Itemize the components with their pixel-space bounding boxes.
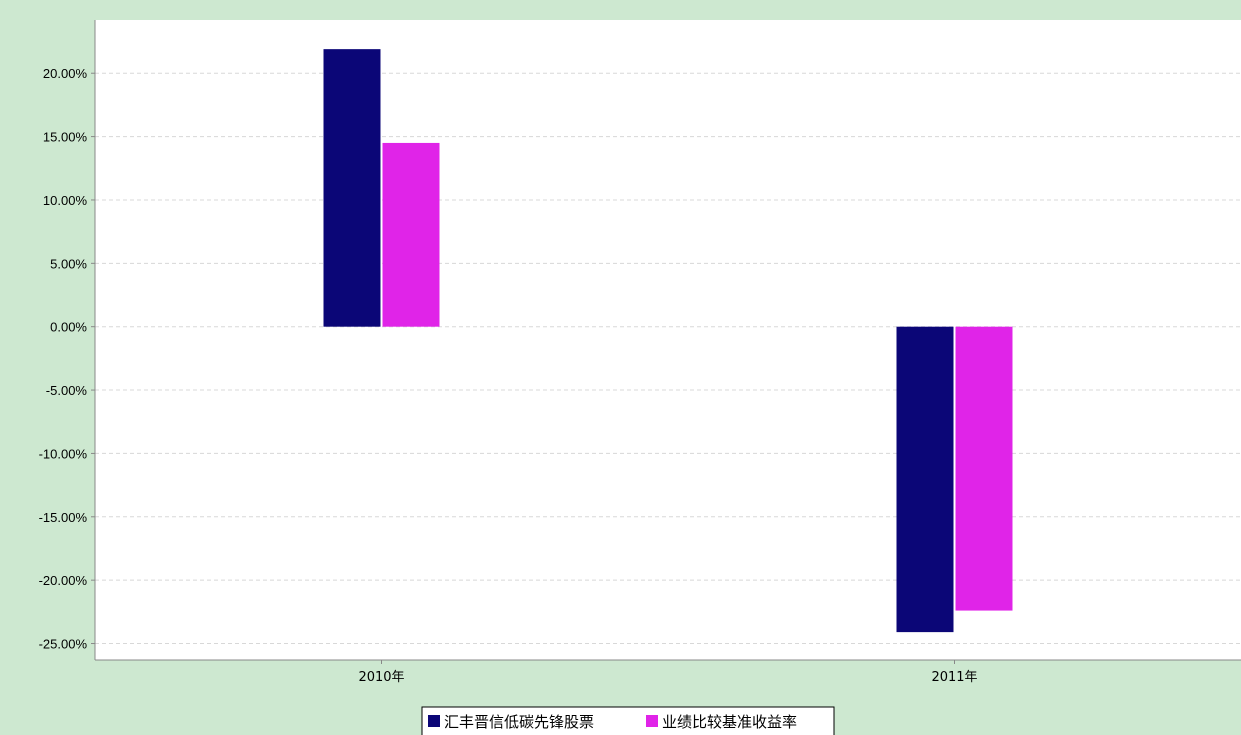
y-tick-label: -25.00%	[39, 637, 88, 652]
bar-fund-0	[323, 49, 381, 327]
bar-benchmark-0	[382, 142, 440, 327]
legend-swatch-benchmark	[646, 715, 658, 727]
x-category-label: 2010年	[358, 670, 404, 685]
bars	[323, 49, 1013, 633]
y-tick-label: 0.00%	[50, 320, 87, 335]
bar-fund-1	[896, 326, 954, 633]
x-category-label: 2011年	[931, 670, 977, 685]
legend-box	[421, 706, 835, 735]
y-axis-ticks: 20.00% 15.00% 10.00% 5.00% 0.00% -5.00% -10.00…	[39, 66, 95, 652]
y-tick-label: -20.00%	[39, 573, 88, 588]
y-tick-label: -5.00%	[46, 383, 88, 398]
y-tick-label: 10.00%	[43, 193, 88, 208]
y-tick-label: 20.00%	[43, 66, 88, 81]
legend-label-benchmark: 业绩比较基准收益率	[662, 713, 797, 731]
legend-label-fund: 汇丰晋信低碳先锋股票	[444, 713, 594, 731]
grid-lines	[95, 72, 1241, 645]
y-tick-label: 15.00%	[43, 130, 88, 145]
y-tick-label: 5.00%	[50, 256, 87, 271]
y-tick-label: -10.00%	[39, 446, 88, 461]
plot-area	[95, 20, 1241, 660]
x-axis-categories: 2010年 2011年	[358, 660, 978, 685]
bar-benchmark-1	[955, 326, 1013, 611]
y-tick-label: -15.00%	[39, 510, 88, 525]
legend-swatch-fund	[428, 715, 440, 727]
legend: 汇丰晋信低碳先锋股票 业绩比较基准收益率	[421, 706, 835, 735]
